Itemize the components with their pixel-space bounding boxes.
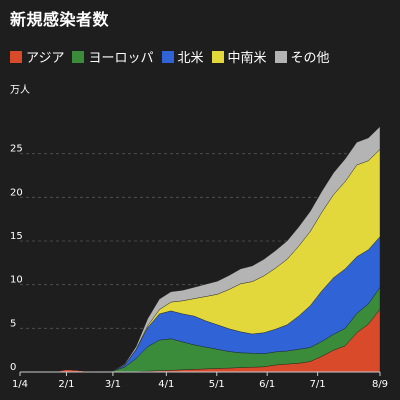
- x-tick-label: 6/1: [259, 379, 275, 390]
- legend-swatch-latin-america: [211, 50, 224, 63]
- legend-swatch-north-america: [161, 50, 174, 63]
- x-tick-label: 7/1: [310, 379, 326, 390]
- y-tick-label: 10: [10, 275, 23, 286]
- axis-layer: 1/4 2/1 3/1 4/1 5/1 6/1 7/1 8/9: [12, 371, 388, 390]
- legend-item-asia: アジア: [10, 47, 64, 66]
- area-layer: [20, 126, 381, 373]
- y-tick-label: 20: [10, 187, 23, 198]
- legend-label-europe: ヨーロッパ: [88, 51, 154, 66]
- x-tick-label: 8/9: [372, 379, 388, 390]
- x-tick-label: 3/1: [105, 379, 121, 390]
- chart-title: 新規感染者数: [10, 10, 110, 29]
- area-series-4: [20, 126, 381, 373]
- legend-label-other: その他: [290, 51, 330, 66]
- x-tick-label: 4/1: [158, 379, 174, 390]
- y-tick-label: 0: [10, 362, 16, 373]
- legend-swatch-asia: [10, 50, 22, 63]
- y-axis-unit-label: 万人: [10, 84, 30, 96]
- y-tick-label: 25: [10, 144, 23, 155]
- legend-item-other: その他: [274, 47, 330, 66]
- x-tick-label: 1/4: [12, 379, 28, 390]
- legend-item-latin-america: 中南米: [211, 47, 267, 66]
- chart-legend: アジア ヨーロッパ 北米 中南米 その他: [10, 47, 338, 66]
- x-tick-label: 5/1: [209, 379, 225, 390]
- legend-label-latin-america: 中南米: [227, 51, 267, 66]
- grid-layer: 0 5 10 15 20 25: [10, 144, 380, 373]
- legend-swatch-other: [274, 50, 287, 63]
- legend-item-north-america: 北米: [161, 47, 204, 66]
- legend-label-asia: アジア: [26, 51, 65, 66]
- y-tick-label: 5: [10, 318, 16, 329]
- x-tick-label: 2/1: [58, 379, 74, 390]
- legend-swatch-europe: [72, 50, 85, 63]
- y-tick-label: 15: [10, 231, 23, 242]
- legend-item-europe: ヨーロッパ: [72, 47, 154, 66]
- legend-label-north-america: 北米: [177, 51, 204, 66]
